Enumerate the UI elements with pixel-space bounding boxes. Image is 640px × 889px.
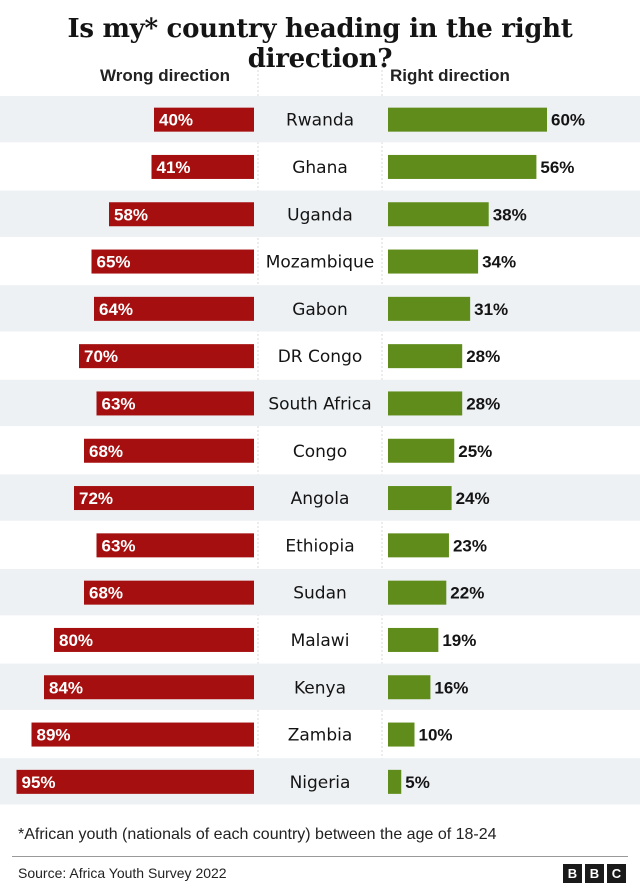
row-stripe <box>0 190 640 237</box>
right-direction-label: 34% <box>482 253 516 272</box>
logo-letter: B <box>585 864 604 883</box>
right-direction-label: 60% <box>551 111 585 130</box>
right-direction-bar <box>388 438 455 463</box>
country-label: Ghana <box>292 158 348 178</box>
chart-title: Is my* country heading in the right dire… <box>67 14 573 74</box>
country-label: South Africa <box>268 394 371 414</box>
right-direction-label: 22% <box>450 584 484 603</box>
wrong-direction-bar <box>91 249 254 274</box>
right-direction-bar <box>388 202 489 227</box>
wrong-direction-label: 63% <box>102 394 136 413</box>
diverging-bar-chart: 40% Rwanda 60% 41% Ghana 56% 58% Uganda 38% 65% Mo… <box>0 62 640 806</box>
wrong-direction-bar <box>96 533 254 558</box>
wrong-direction-bar <box>54 627 254 652</box>
bbc-logo: B B C <box>563 864 626 883</box>
right-direction-label: 25% <box>458 442 492 461</box>
right-direction-bar <box>388 391 463 416</box>
wrong-direction-label: 80% <box>59 631 93 650</box>
wrong-direction-bar <box>109 202 254 227</box>
wrong-direction-label: 64% <box>99 300 133 319</box>
wrong-direction-label: 65% <box>97 253 131 272</box>
country-label: Mozambique <box>266 253 375 273</box>
wrong-direction-label: 68% <box>89 442 123 461</box>
wrong-direction-label: 68% <box>89 584 123 603</box>
right-direction-label: 28% <box>466 394 500 413</box>
country-label: Nigeria <box>290 773 351 793</box>
logo-letter: C <box>607 864 626 883</box>
right-direction-bar <box>388 533 449 558</box>
right-direction-bar <box>388 486 452 511</box>
right-direction-bar <box>388 107 547 132</box>
right-direction-bar <box>388 249 479 274</box>
right-direction-header: Right direction <box>390 66 510 85</box>
wrong-direction-bar <box>79 344 254 369</box>
wrong-direction-label: 63% <box>102 536 136 555</box>
country-label: Rwanda <box>286 111 354 131</box>
right-direction-bar <box>388 722 415 747</box>
country-label: Uganda <box>287 205 353 225</box>
right-direction-label: 28% <box>466 347 500 366</box>
right-direction-label: 24% <box>456 489 490 508</box>
wrong-direction-label: 84% <box>49 678 83 697</box>
country-label: Sudan <box>293 584 347 604</box>
right-direction-label: 31% <box>474 300 508 319</box>
right-direction-bar <box>388 580 447 605</box>
footer-divider <box>12 856 628 857</box>
country-label: Malawi <box>291 631 350 651</box>
country-label: Zambia <box>288 726 353 746</box>
right-direction-bar <box>388 675 431 700</box>
right-direction-label: 38% <box>493 205 527 224</box>
wrong-direction-bar <box>84 580 254 605</box>
country-label: Kenya <box>294 678 346 698</box>
right-direction-bar <box>388 344 463 369</box>
right-direction-label: 5% <box>405 773 430 792</box>
wrong-direction-header: Wrong direction <box>100 66 231 85</box>
right-direction-bar <box>388 769 402 794</box>
logo-letter: B <box>563 864 582 883</box>
wrong-direction-label: 72% <box>79 489 113 508</box>
wrong-direction-label: 70% <box>84 347 118 366</box>
right-direction-label: 23% <box>453 536 487 555</box>
right-direction-bar <box>388 296 471 321</box>
wrong-direction-bar <box>74 486 254 511</box>
wrong-direction-bar <box>44 675 254 700</box>
source-note: Source: Africa Youth Survey 2022 <box>18 865 227 881</box>
wrong-direction-label: 89% <box>37 726 71 745</box>
wrong-direction-bar <box>154 107 254 132</box>
country-label: Congo <box>293 442 347 462</box>
wrong-direction-bar <box>84 438 254 463</box>
country-label: Gabon <box>292 300 348 320</box>
country-label: Angola <box>291 489 350 509</box>
right-direction-label: 16% <box>434 678 468 697</box>
right-direction-label: 56% <box>540 158 574 177</box>
right-direction-bar <box>388 154 537 179</box>
right-direction-bar <box>388 627 439 652</box>
country-label: Ethiopia <box>285 536 354 556</box>
country-label: DR Congo <box>278 347 363 367</box>
wrong-direction-label: 41% <box>157 158 191 177</box>
wrong-direction-bar <box>151 154 254 179</box>
right-direction-label: 10% <box>419 726 453 745</box>
wrong-direction-bar <box>94 296 254 321</box>
wrong-direction-bar <box>96 391 254 416</box>
wrong-direction-bar <box>16 769 254 794</box>
wrong-direction-label: 58% <box>114 205 148 224</box>
footnote: *African youth (nationals of each countr… <box>18 826 497 843</box>
wrong-direction-bar <box>31 722 254 747</box>
wrong-direction-label: 40% <box>159 111 193 130</box>
right-direction-label: 19% <box>442 631 476 650</box>
wrong-direction-label: 95% <box>22 773 56 792</box>
